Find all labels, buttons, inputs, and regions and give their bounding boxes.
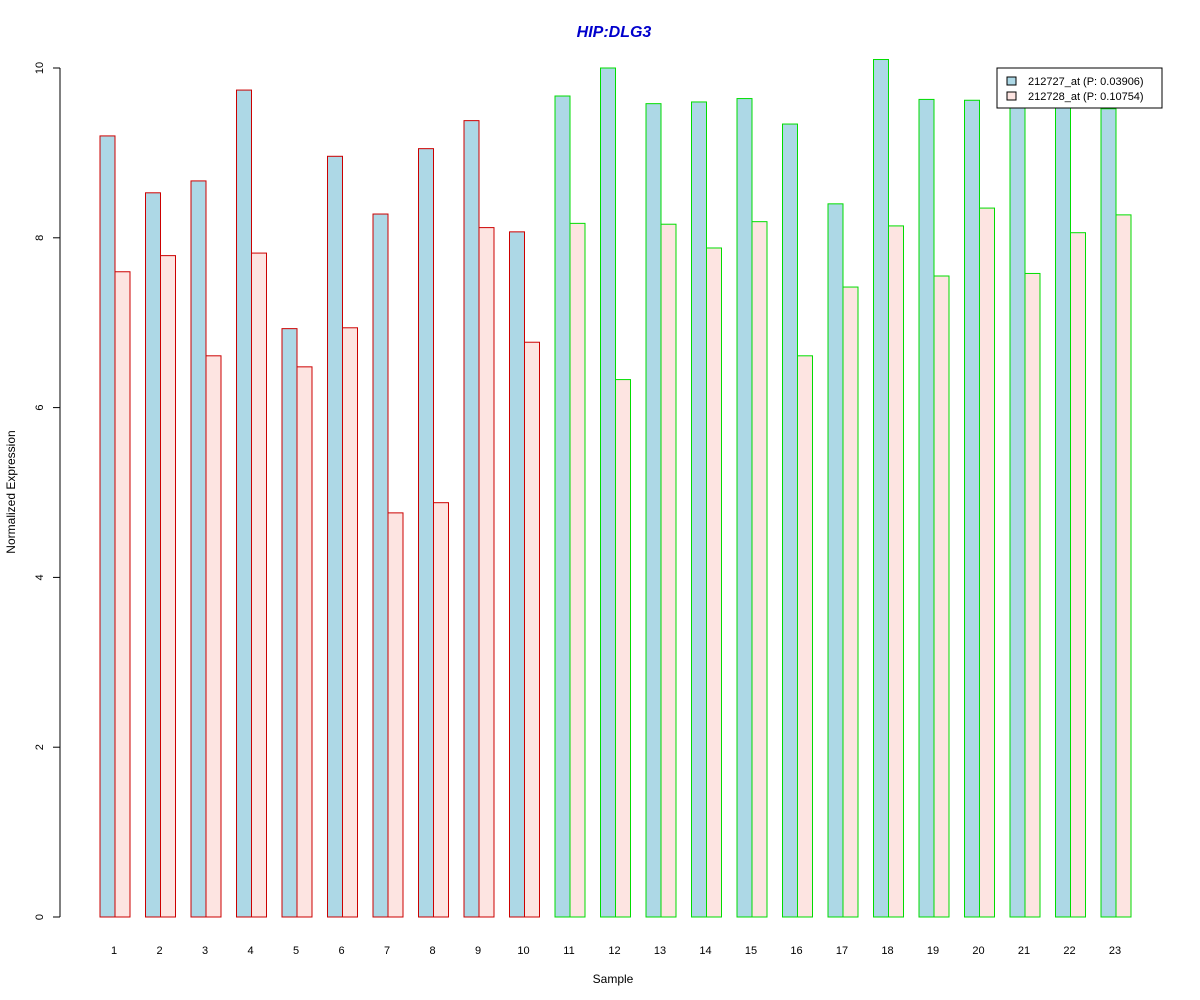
- bar-sample-5-series-1: [281, 328, 298, 918]
- x-tick-label: 15: [745, 945, 757, 957]
- x-axis-label: Sample: [593, 972, 634, 986]
- bar-sample-14-series-2: [706, 247, 722, 918]
- legend: 212727_at (P: 0.03906) 212728_at (P: 0.10…: [996, 67, 1163, 109]
- legend-label-series-1: 212727_at (P: 0.03906): [1028, 76, 1144, 88]
- x-tick-label: 20: [972, 945, 984, 957]
- bar-sample-8-series-2: [433, 502, 449, 918]
- x-tick-label: 13: [654, 945, 666, 957]
- bar-sample-2-series-1: [145, 192, 161, 918]
- x-axis-tick-labels: 1 2 3 4 5 6 7 8 9 10 11 12 13 14 15 16 17 18 19 20 21 22 23: [111, 945, 1121, 957]
- x-tick-label: 17: [836, 945, 848, 957]
- bar-sample-22-series-1: [1055, 105, 1071, 918]
- bar-sample-7-series-1: [372, 213, 389, 918]
- bar-sample-21-series-2: [1024, 272, 1041, 918]
- bar-sample-4-series-2: [251, 252, 267, 918]
- legend-box: [996, 67, 1163, 109]
- x-tick-label: 6: [338, 945, 344, 957]
- bar-sample-17-series-2: [842, 286, 859, 918]
- bar-sample-1-series-2: [114, 271, 131, 918]
- bar-sample-19-series-1: [918, 98, 935, 918]
- legend-swatch-series-1: [1006, 76, 1017, 86]
- bar-sample-9-series-1: [463, 120, 480, 918]
- x-tick-label: 1: [111, 945, 117, 957]
- bar-sample-23-series-2: [1115, 214, 1132, 918]
- bar-series-group: [99, 59, 1132, 918]
- x-tick-label: 4: [247, 945, 253, 957]
- bar-sample-3-series-2: [205, 355, 222, 918]
- x-tick-label: 18: [881, 945, 893, 957]
- bar-sample-13-series-1: [645, 103, 662, 918]
- bar-sample-10-series-2: [524, 341, 540, 918]
- x-tick-label: 21: [1018, 945, 1030, 957]
- bar-sample-20-series-2: [979, 207, 995, 918]
- bar-sample-6-series-2: [342, 327, 358, 918]
- y-tick-label: 0: [34, 914, 46, 920]
- x-tick-label: 23: [1109, 945, 1121, 957]
- bar-sample-13-series-2: [660, 223, 677, 918]
- bar-sample-21-series-1: [1009, 105, 1026, 918]
- bar-sample-7-series-2: [387, 512, 404, 918]
- y-tick-label: 8: [34, 235, 46, 241]
- legend-swatch-series-2: [1006, 91, 1017, 101]
- y-axis: 0 2 4 6 8 10: [34, 62, 61, 920]
- bar-sample-6-series-1: [327, 155, 343, 918]
- x-tick-label: 12: [608, 945, 620, 957]
- x-tick-label: 14: [699, 945, 711, 957]
- bar-sample-4-series-1: [236, 89, 252, 918]
- bar-sample-23-series-1: [1100, 108, 1117, 918]
- bar-sample-15-series-2: [751, 221, 768, 918]
- bar-sample-17-series-1: [827, 203, 844, 918]
- bar-sample-9-series-2: [478, 227, 495, 918]
- x-tick-label: 7: [384, 945, 390, 957]
- x-tick-label: 10: [517, 945, 529, 957]
- x-tick-label: 11: [563, 945, 574, 957]
- x-tick-label: 8: [429, 945, 435, 957]
- bar-sample-22-series-2: [1070, 232, 1086, 918]
- x-tick-label: 2: [156, 945, 162, 957]
- legend-label-series-2: 212728_at (P: 0.10754): [1028, 91, 1144, 103]
- x-tick-label: 5: [293, 945, 299, 957]
- bar-sample-1-series-1: [99, 135, 116, 918]
- x-tick-label: 3: [202, 945, 208, 957]
- bar-sample-11-series-1: [554, 95, 571, 918]
- y-tick-label: 4: [34, 574, 46, 580]
- y-tick-label: 10: [34, 62, 46, 74]
- x-tick-label: 22: [1063, 945, 1075, 957]
- bar-sample-11-series-2: [569, 222, 586, 918]
- bar-sample-8-series-1: [418, 148, 434, 918]
- x-tick-label: 16: [790, 945, 802, 957]
- bar-sample-18-series-2: [888, 225, 904, 918]
- bar-sample-16-series-2: [797, 355, 813, 918]
- x-tick-label: 9: [475, 945, 481, 957]
- bar-sample-5-series-2: [296, 366, 313, 918]
- bar-sample-16-series-1: [782, 123, 798, 918]
- bar-sample-12-series-1: [600, 67, 616, 918]
- bar-sample-19-series-2: [933, 275, 950, 918]
- bar-sample-14-series-1: [691, 101, 707, 918]
- bar-sample-18-series-1: [873, 59, 889, 918]
- y-axis-label: Normalized Expression: [4, 430, 18, 553]
- y-tick-label: 2: [34, 744, 46, 750]
- bar-sample-10-series-1: [509, 231, 525, 918]
- bar-sample-20-series-1: [964, 99, 980, 918]
- bar-sample-2-series-2: [160, 255, 176, 918]
- y-tick-label: 6: [34, 405, 46, 411]
- bar-sample-15-series-1: [736, 98, 753, 918]
- bar-sample-3-series-1: [190, 180, 207, 918]
- x-tick-label: 19: [927, 945, 939, 957]
- bar-sample-12-series-2: [615, 379, 631, 918]
- chart-title: HIP:DLG3: [577, 24, 652, 41]
